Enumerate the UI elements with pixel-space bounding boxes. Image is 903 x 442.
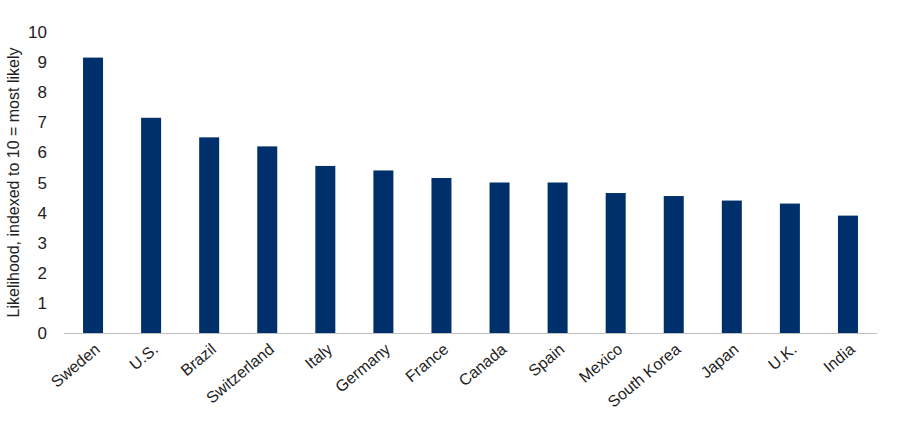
- y-tick-label: 6: [38, 143, 47, 162]
- x-axis-line: [64, 333, 877, 334]
- bar: [664, 196, 684, 333]
- x-tick-label: Brazil: [178, 340, 220, 379]
- x-tick-label: U.K.: [765, 340, 800, 373]
- bar: [199, 137, 219, 333]
- y-tick-label: 5: [38, 174, 47, 193]
- bar: [431, 178, 451, 333]
- x-tick-label: Sweden: [48, 340, 103, 390]
- y-tick-label: 2: [38, 264, 47, 283]
- bar: [83, 58, 103, 333]
- x-tick-label: Japan: [697, 340, 741, 381]
- bar: [315, 166, 335, 333]
- x-tick-label: South Korea: [605, 340, 684, 410]
- x-tick-label: Germany: [332, 340, 393, 395]
- chart-svg: 0 1 2 3 4 5 6 7 8 9 10 Likelihood, indexed to 10 = …: [0, 0, 903, 442]
- y-tick-label: 0: [38, 324, 47, 343]
- x-tick-label: Mexico: [576, 340, 626, 386]
- bar: [722, 201, 742, 333]
- chart-container: 0 1 2 3 4 5 6 7 8 9 10 Likelihood, indexed to 10 = …: [0, 0, 903, 442]
- y-tick-label: 1: [38, 294, 47, 313]
- y-tick-label: 9: [38, 53, 47, 72]
- bar: [490, 183, 510, 334]
- bar: [373, 170, 393, 333]
- bar: [606, 193, 626, 333]
- y-tick-label: 8: [38, 83, 47, 102]
- x-tick-label: Italy: [302, 340, 335, 372]
- x-tick-label: France: [402, 340, 451, 385]
- y-tick-label: 3: [38, 234, 47, 253]
- x-tick-label: Spain: [525, 340, 567, 379]
- y-tick-label: 4: [38, 204, 47, 223]
- x-tick-label: U.S.: [126, 340, 161, 373]
- y-axis-label: Likelihood, indexed to 10 = most likely: [5, 48, 22, 318]
- x-tick-label: Switzerland: [203, 340, 277, 406]
- bar: [257, 146, 277, 333]
- bar: [838, 216, 858, 333]
- y-tick-label: 10: [28, 23, 47, 42]
- bar: [141, 118, 161, 333]
- bar: [548, 183, 568, 334]
- x-tick-label: Canada: [456, 340, 510, 389]
- bar: [780, 204, 800, 333]
- bars: [83, 58, 858, 333]
- x-tick-label: India: [820, 340, 858, 375]
- y-tick-label: 7: [38, 113, 47, 132]
